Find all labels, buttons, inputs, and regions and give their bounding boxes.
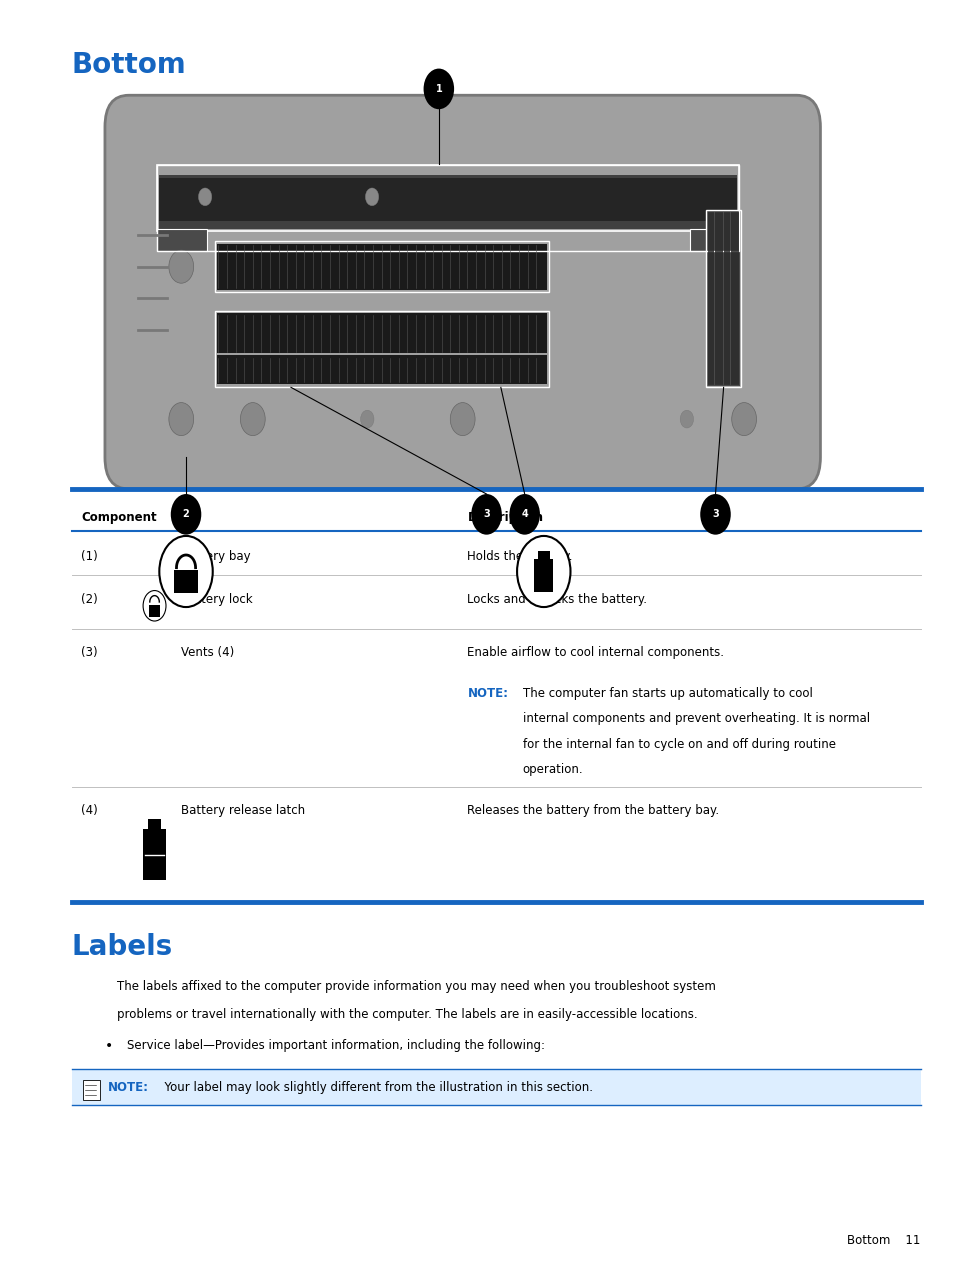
- Circle shape: [679, 410, 693, 428]
- Text: NOTE:: NOTE:: [467, 687, 508, 700]
- Bar: [214, 241, 548, 292]
- Bar: [216, 244, 546, 290]
- FancyBboxPatch shape: [105, 95, 820, 489]
- Circle shape: [700, 494, 730, 535]
- Text: Bottom: Bottom: [71, 51, 186, 79]
- Text: The labels affixed to the computer provide information you may need when you tro: The labels affixed to the computer provi…: [117, 980, 716, 993]
- Bar: [214, 311, 548, 387]
- Text: Bottom    11: Bottom 11: [846, 1234, 920, 1247]
- Circle shape: [169, 403, 193, 436]
- Bar: [157, 165, 739, 231]
- Text: (2): (2): [81, 593, 98, 606]
- Text: Service label—Provides important information, including the following:: Service label—Provides important informa…: [127, 1039, 544, 1052]
- Bar: [159, 175, 737, 229]
- Bar: [173, 570, 198, 593]
- Text: Locks and unlocks the battery.: Locks and unlocks the battery.: [467, 593, 647, 606]
- Text: 2: 2: [182, 509, 190, 519]
- Text: 3: 3: [482, 509, 490, 519]
- Text: Holds the battery.: Holds the battery.: [467, 550, 573, 563]
- Bar: [143, 829, 166, 880]
- Circle shape: [169, 250, 193, 283]
- Text: Releases the battery from the battery bay.: Releases the battery from the battery ba…: [467, 804, 719, 817]
- Text: Battery lock: Battery lock: [181, 593, 253, 606]
- Bar: [706, 211, 740, 386]
- Circle shape: [471, 494, 501, 535]
- Text: 3: 3: [711, 509, 719, 519]
- Text: internal components and prevent overheating. It is normal: internal components and prevent overheat…: [522, 712, 869, 725]
- Text: Description: Description: [467, 511, 543, 523]
- Text: problems or travel internationally with the computer. The labels are in easily-a: problems or travel internationally with …: [117, 1008, 698, 1021]
- Circle shape: [517, 536, 570, 607]
- Bar: [83, 1080, 100, 1100]
- Circle shape: [423, 69, 454, 109]
- Bar: [689, 229, 739, 251]
- Text: 4: 4: [520, 509, 528, 519]
- Circle shape: [360, 410, 374, 428]
- Text: (3): (3): [81, 646, 97, 659]
- Bar: [216, 312, 546, 353]
- Text: Battery release latch: Battery release latch: [181, 804, 305, 817]
- Text: The computer fan starts up automatically to cool: The computer fan starts up automatically…: [522, 687, 812, 700]
- Text: •: •: [105, 1039, 113, 1053]
- Text: 1: 1: [435, 84, 442, 94]
- Bar: [705, 210, 740, 387]
- Bar: [71, 1069, 920, 1105]
- Text: operation.: operation.: [522, 763, 583, 776]
- Circle shape: [365, 188, 378, 206]
- Text: NOTE:: NOTE:: [108, 1081, 149, 1093]
- Circle shape: [171, 494, 201, 535]
- Text: Battery bay: Battery bay: [181, 550, 251, 563]
- Bar: [159, 178, 737, 221]
- Text: Labels: Labels: [71, 933, 172, 961]
- Text: for the internal fan to cycle on and off during routine: for the internal fan to cycle on and off…: [522, 738, 835, 751]
- Bar: [157, 165, 739, 251]
- Bar: [157, 229, 207, 251]
- Text: (4): (4): [81, 804, 98, 817]
- Circle shape: [450, 403, 475, 436]
- Text: Enable airflow to cool internal components.: Enable airflow to cool internal componen…: [467, 646, 723, 659]
- Circle shape: [159, 536, 213, 607]
- Circle shape: [731, 403, 756, 436]
- Circle shape: [509, 494, 539, 535]
- Bar: [537, 551, 549, 559]
- Bar: [149, 605, 160, 617]
- Text: Component: Component: [81, 511, 156, 523]
- Text: (1): (1): [81, 550, 98, 563]
- Bar: [216, 354, 546, 384]
- Circle shape: [143, 591, 166, 621]
- Circle shape: [240, 403, 265, 436]
- Text: Vents (4): Vents (4): [181, 646, 234, 659]
- Circle shape: [198, 188, 212, 206]
- Bar: [534, 559, 553, 592]
- Text: Your label may look slightly different from the illustration in this section.: Your label may look slightly different f…: [157, 1081, 593, 1093]
- Bar: [148, 819, 161, 829]
